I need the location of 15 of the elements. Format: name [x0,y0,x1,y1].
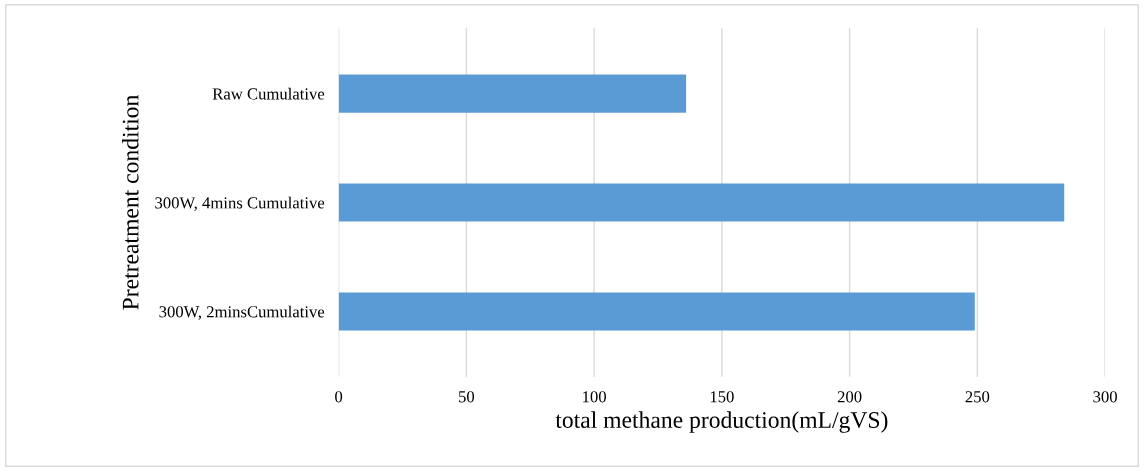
x-tick-label: 50 [459,391,475,403]
x-tick-label: 150 [710,391,734,403]
bar [338,74,687,113]
y-tick-label: Raw Cumulative [212,87,325,100]
x-tick-label: 100 [583,391,606,403]
bar [338,292,975,331]
x-tick-label: 250 [965,391,990,403]
y-axis-title: Pretreatment condition [121,95,139,310]
x-axis-title: total methane production(mL/gVS) [555,411,888,433]
y-tick-label: 300W, 4mins Cumulative [155,196,325,211]
x-tick-label: 200 [837,391,862,403]
x-tick-label: 0 [335,391,343,403]
y-tick-label: 300W, 2minsCumulative [159,305,325,320]
bar [338,183,1065,222]
x-tick-label: 300 [1093,391,1117,403]
